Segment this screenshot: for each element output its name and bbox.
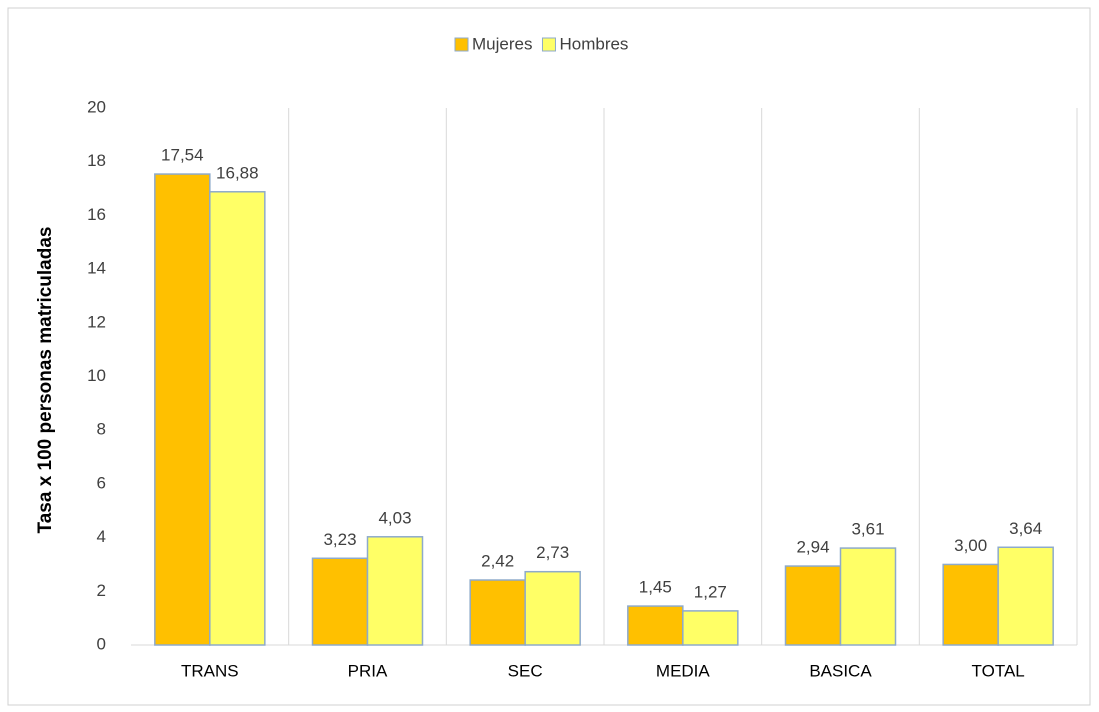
bar <box>839 547 897 646</box>
bar <box>469 579 526 646</box>
x-tick-label: TOTAL <box>972 661 1025 680</box>
bar <box>209 191 266 646</box>
bar <box>784 565 842 646</box>
data-label: 3,23 <box>323 530 356 549</box>
legend-label: Hombres <box>559 34 628 53</box>
bar <box>366 536 424 646</box>
y-tick-label: 10 <box>87 366 106 385</box>
x-tick-label: SEC <box>508 661 543 680</box>
data-label: 2,42 <box>481 552 514 571</box>
x-tick-label: MEDIA <box>656 661 711 680</box>
y-tick-label: 18 <box>87 151 106 170</box>
legend-label: Mujeres <box>472 34 532 53</box>
data-label: 2,73 <box>536 543 569 562</box>
x-tick-label: TRANS <box>181 661 239 680</box>
data-label: 16,88 <box>216 163 259 182</box>
bar <box>942 563 999 646</box>
data-label: 3,61 <box>851 520 884 539</box>
data-label: 1,27 <box>694 582 727 601</box>
x-tick-label: PRIA <box>348 661 388 680</box>
y-tick-label: 12 <box>87 312 106 331</box>
bar <box>997 546 1054 646</box>
legend-swatch <box>454 37 469 52</box>
y-tick-label: 4 <box>97 527 106 546</box>
y-tick-label: 6 <box>97 473 106 492</box>
y-tick-label: 14 <box>87 259 106 278</box>
y-tick-label: 20 <box>87 97 106 116</box>
bar <box>682 610 739 646</box>
y-tick-label: 0 <box>97 634 106 653</box>
y-tick-label: 2 <box>97 581 106 600</box>
data-label: 17,54 <box>161 146 204 165</box>
bar <box>311 557 369 646</box>
bar <box>154 173 211 646</box>
bar <box>524 570 581 646</box>
y-axis-label: Tasa x 100 personas matriculadas <box>35 227 56 534</box>
data-label: 4,03 <box>378 508 411 527</box>
y-tick-label: 16 <box>87 205 106 224</box>
data-label: 2,94 <box>796 538 829 557</box>
bar <box>627 605 684 646</box>
x-tick-label: BASICA <box>809 661 872 680</box>
data-label: 3,64 <box>1009 519 1042 538</box>
data-label: 1,45 <box>639 578 672 597</box>
y-tick-label: 8 <box>97 420 106 439</box>
legend-swatch <box>541 37 556 52</box>
data-label: 3,00 <box>954 536 987 555</box>
